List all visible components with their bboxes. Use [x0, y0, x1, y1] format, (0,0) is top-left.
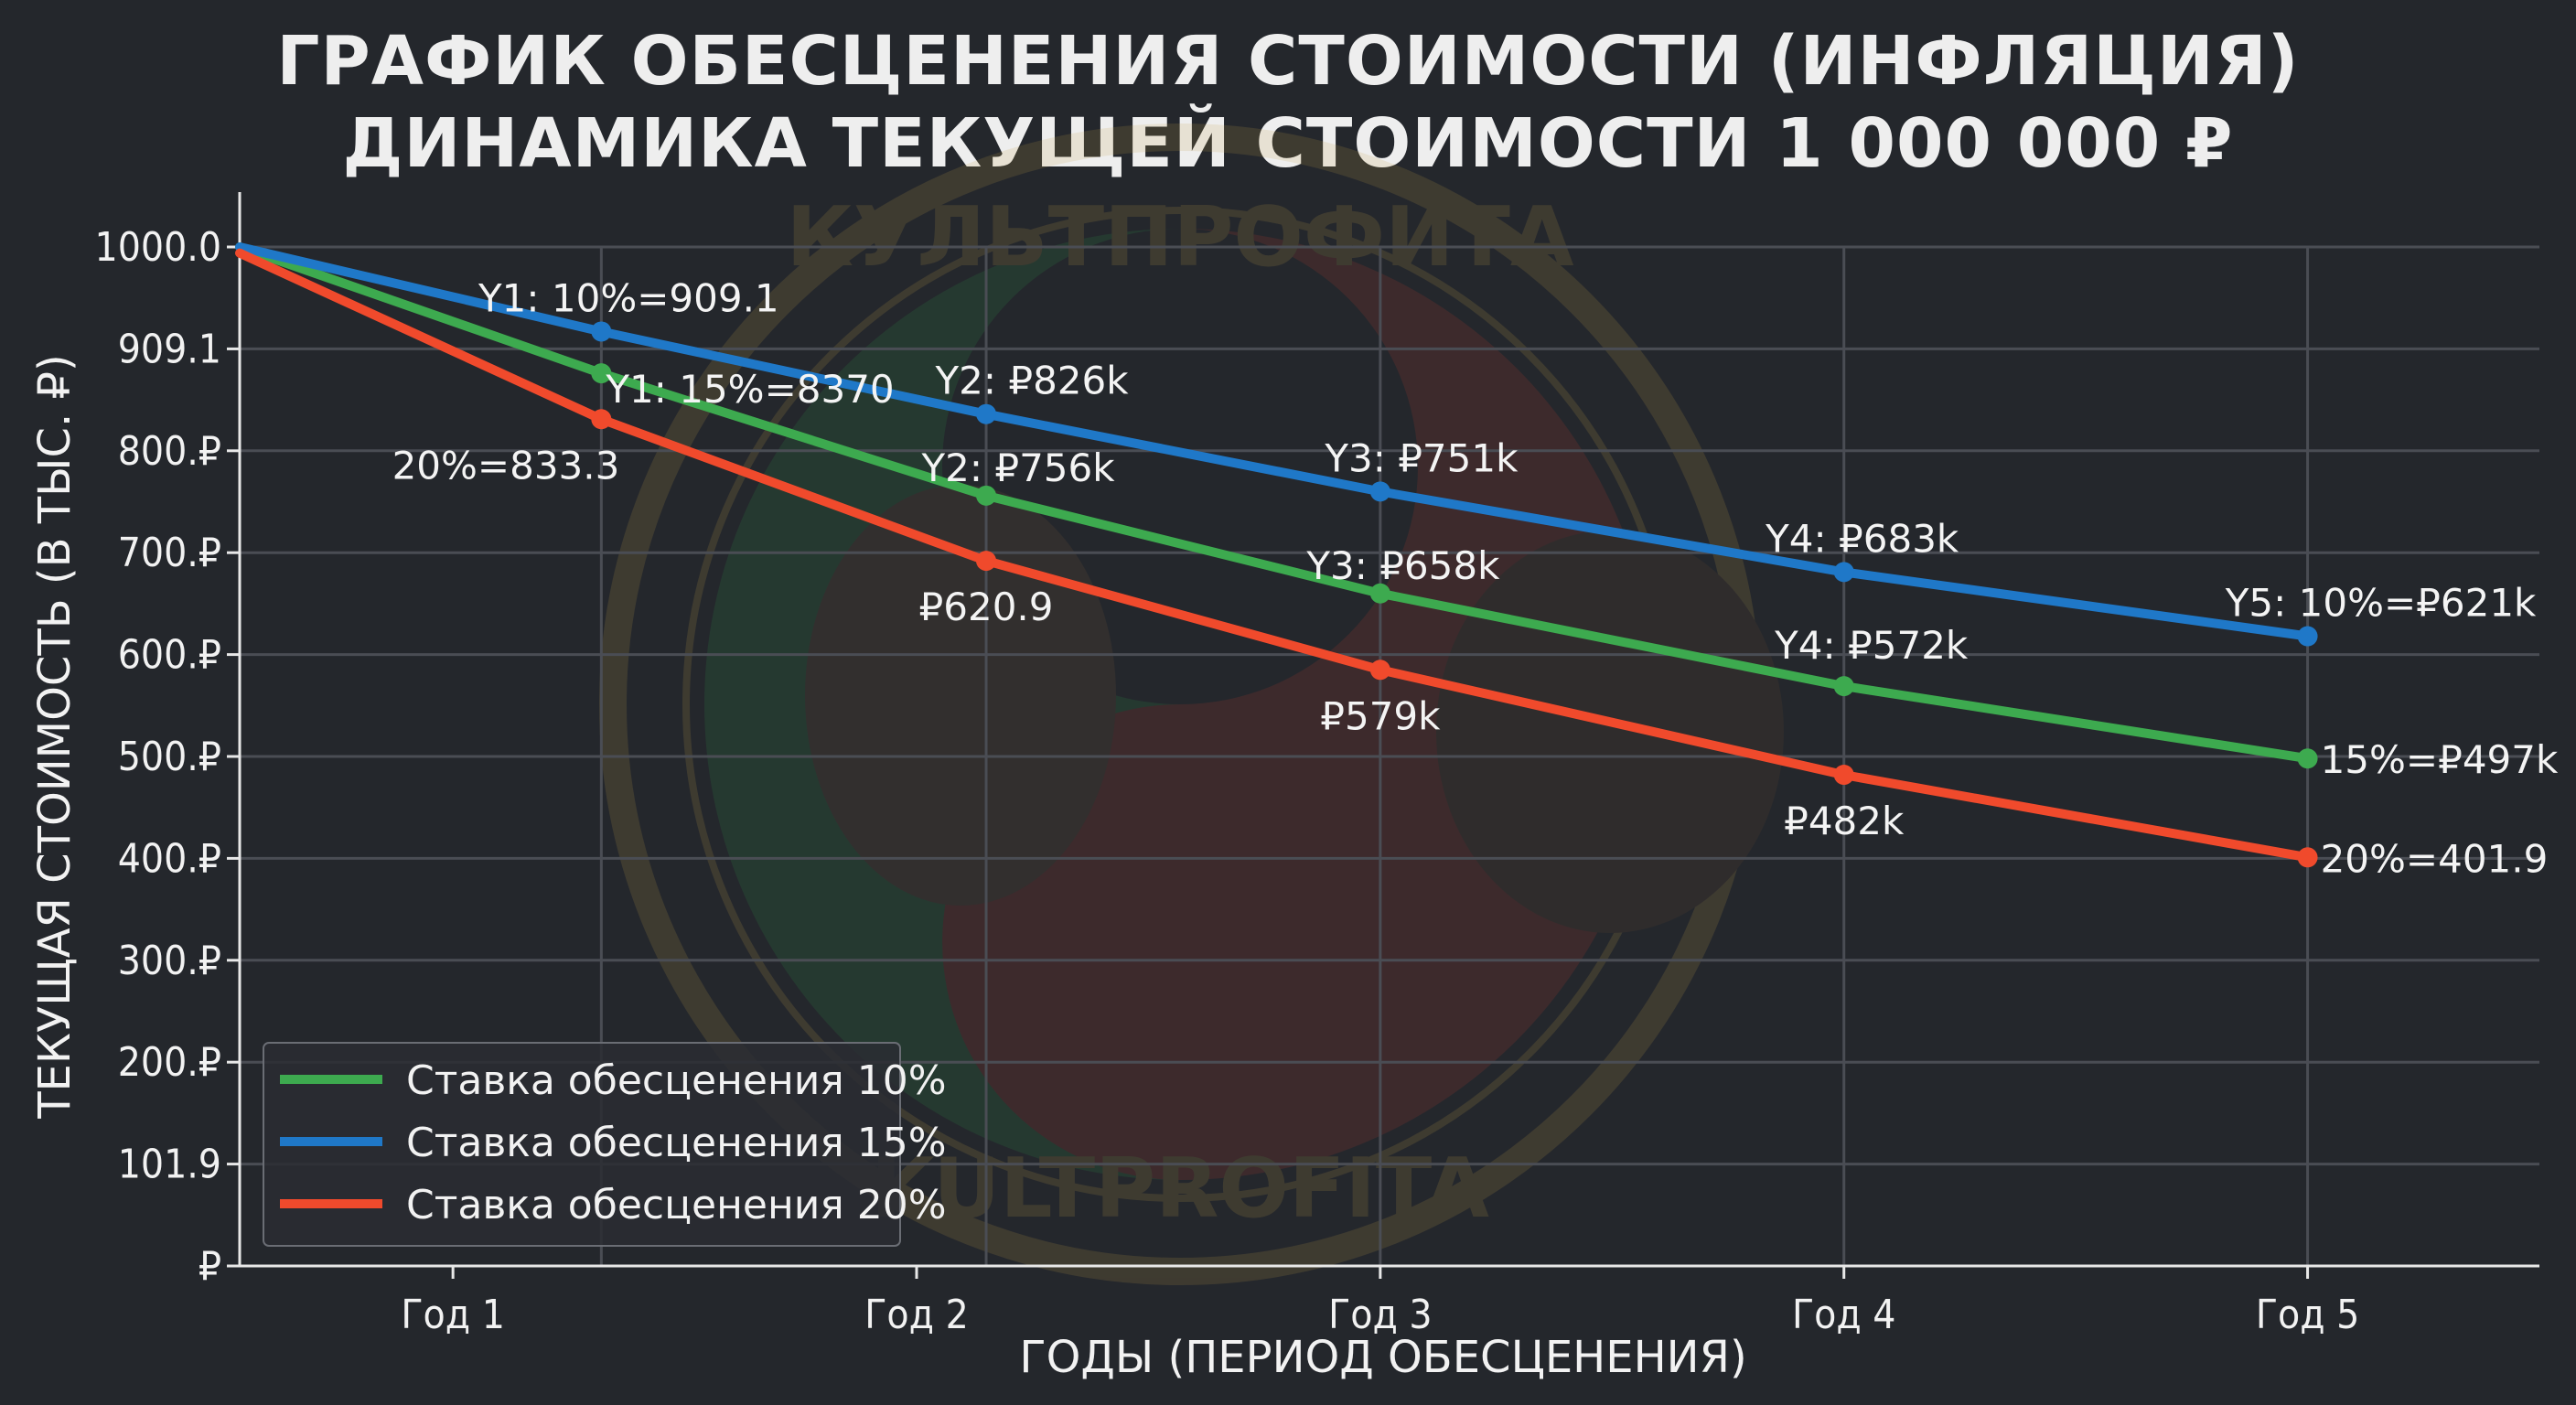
x-tick-label: Год 2	[864, 1292, 968, 1338]
y-tick-label: 909.1	[118, 326, 221, 372]
y-tick-label: 101.9	[118, 1142, 221, 1188]
y-tick-label: 600.₽	[118, 632, 221, 679]
chart-title-line-1: ГРАФИК ОБЕСЦЕНЕНИЯ СТОИМОСТИ (ИНФЛЯЦИЯ)	[276, 22, 2300, 101]
data-label: ₽620.9	[919, 585, 1054, 629]
watermark-bull-icon	[805, 485, 1116, 906]
data-label: Y3: ₽751k	[1324, 435, 1519, 480]
series-line-3	[235, 248, 2313, 863]
watermark-text-bottom: KULTPROFITA	[871, 1141, 1489, 1237]
series-line-1	[235, 242, 2313, 764]
y-tick-label: 400.₽	[118, 835, 221, 882]
data-label: Y3: ₽658k	[1305, 543, 1500, 588]
data-point	[976, 403, 997, 424]
data-label: Y1: 10%=909.1	[478, 275, 779, 320]
watermark-inner-ring	[682, 207, 1678, 1202]
chart-title: ГРАФИК ОБЕСЦЕНЕНИЯ СТОИМОСТИ (ИНФЛЯЦИЯ) …	[0, 20, 2576, 185]
data-point	[2297, 626, 2318, 647]
data-point	[976, 551, 997, 572]
y-tick-label: ₽	[199, 1243, 221, 1290]
x-tick-label: Год 5	[2256, 1292, 2359, 1338]
y-tick-label: 1000.0	[95, 224, 221, 271]
data-label: 20%=833.3	[392, 443, 620, 488]
legend-entry: Ставка обесценения 20%	[406, 1182, 947, 1228]
x-tick-label: Год 3	[1328, 1292, 1432, 1338]
legend: Ставка обесценения 10% Ставка обесценения…	[263, 1042, 947, 1247]
y-tick-label: 300.₽	[118, 938, 221, 984]
series-group	[235, 242, 2318, 868]
data-label: ₽579k	[1320, 693, 1441, 738]
data-point	[1833, 765, 1854, 786]
watermark-bear-icon	[1436, 531, 1784, 933]
data-label: ₽482k	[1784, 799, 1905, 843]
data-point	[2297, 748, 2318, 769]
legend-entry: Ставка обесценения 10%	[406, 1057, 947, 1104]
data-label: Y2: ₽826k	[934, 359, 1129, 403]
data-point	[591, 409, 612, 430]
data-point	[591, 321, 612, 342]
data-label: Y4: ₽683k	[1765, 516, 1959, 561]
axes: 1000.0 909.1 800.₽ 700.₽ 600.₽ 500.₽ 400.₽ 300.…	[95, 192, 2539, 1338]
series-line-2	[235, 242, 2313, 641]
data-label: Y5: 10%=₽621k	[2225, 581, 2537, 626]
y-tick-label: 800.₽	[118, 428, 221, 475]
data-labels: Y1: 15%=8370 Y2: ₽756k Y3: ₽658k Y4: ₽572k 1…	[392, 275, 2559, 881]
data-point	[1369, 481, 1390, 502]
x-axis-label: ГОДЫ (ПЕРИОД ОБЕСЦЕНЕНИЯ)	[1019, 1332, 1746, 1383]
x-tick-label: Год 1	[401, 1292, 504, 1338]
data-point	[2297, 847, 2318, 868]
data-point	[1833, 562, 1854, 583]
y-tick-label: 700.₽	[118, 530, 221, 576]
data-point	[976, 485, 997, 506]
data-label: Y4: ₽572k	[1774, 623, 1969, 668]
watermark-logo: КУЛЬТПРОФИТА KULTPROFITA	[599, 123, 1784, 1285]
data-point	[591, 363, 612, 384]
y-tick-label: 500.₽	[118, 734, 221, 780]
y-axis-label: ТЕКУЩАЯ СТОИМОСТЬ (В ТЫС. ₽)	[29, 354, 80, 1120]
data-label: Y1: 15%=8370	[605, 367, 894, 412]
data-label: 20%=401.9	[2321, 836, 2549, 881]
y-tick-label: 200.₽	[118, 1039, 221, 1086]
data-point	[1369, 660, 1390, 681]
data-point	[1369, 583, 1390, 604]
data-label: Y2: ₽756k	[920, 445, 1115, 490]
legend-box	[263, 1042, 901, 1247]
chart-title-line-2: ДИНАМИКА ТЕКУЩЕЙ СТОИМОСТИ 1 000 000 ₽	[342, 104, 2234, 183]
watermark-outer-ring	[599, 123, 1761, 1285]
watermark-red-half	[942, 229, 1656, 1180]
legend-entry: Ставка обесценения 15%	[406, 1120, 947, 1166]
x-tick-label: Год 4	[1792, 1292, 1895, 1338]
watermark-text-top: КУЛЬТПРОФИТА	[786, 189, 1573, 285]
data-point	[1833, 676, 1854, 697]
data-label: 15%=₽497k	[2321, 737, 2559, 782]
